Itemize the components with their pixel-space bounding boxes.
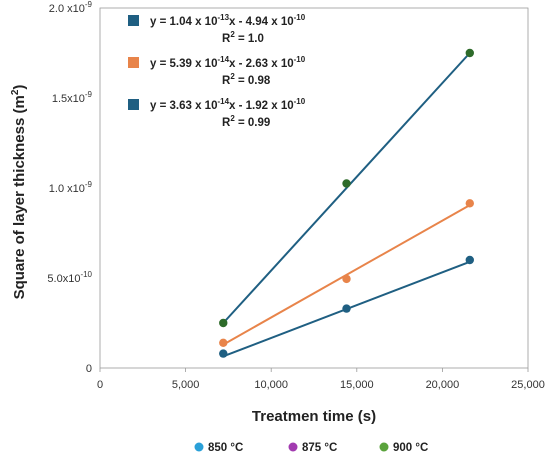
- equation-marker: [128, 15, 139, 26]
- equation-marker: [128, 57, 139, 68]
- trend-line: [222, 52, 471, 324]
- data-point: [219, 318, 228, 328]
- x-tick-label: 10,000: [254, 379, 288, 391]
- data-points: [219, 48, 474, 358]
- trend-equation: y = 3.63 x 10-14x - 1.92 x 10-10: [150, 97, 306, 112]
- x-tick-label: 20,000: [426, 379, 460, 391]
- y-tick-label: 1.5x10-9: [52, 90, 93, 105]
- x-tick-label: 15,000: [340, 379, 374, 391]
- y-tick-label: 1.0 x10-9: [49, 180, 93, 195]
- y-axis-ticks: 0 5.0x10-10 1.0 x10-9 1.5x10-9 2.0 x10-9: [47, 0, 92, 375]
- data-point: [342, 179, 351, 188]
- data-point: [342, 274, 351, 284]
- r-squared-label: R2 = 0.98: [222, 72, 271, 87]
- x-tick-label: 0: [97, 379, 103, 391]
- data-point: [465, 199, 474, 208]
- trend-equation: y = 1.04 x 10-13x - 4.94 x 10-10: [150, 13, 306, 28]
- plot-border: [99, 7, 529, 369]
- y-axis-title: Square of layer thickness (m2): [10, 85, 28, 300]
- equation-marker: [128, 99, 139, 110]
- x-axis-title: Treatmen time (s): [252, 408, 376, 425]
- x-tick-label: 5,000: [172, 379, 200, 391]
- legend-label: 875 °C: [302, 442, 337, 454]
- data-point: [465, 48, 474, 58]
- legend: 850 °C 875 °C 900 °C: [194, 442, 428, 454]
- data-point: [219, 349, 228, 358]
- y-tick-label: 5.0x10-10: [47, 270, 92, 285]
- legend-label: 850 °C: [208, 442, 243, 454]
- r-squared-label: R2 = 1.0: [222, 30, 264, 45]
- data-point: [465, 255, 474, 265]
- y-tick-label: 0: [86, 363, 92, 375]
- equation-box: y = 1.04 x 10-13x - 4.94 x 10-10 R2 = 1.0…: [128, 13, 306, 129]
- x-axis-ticks: 0 5,000 10,000 15,000 20,000 25,000: [97, 368, 545, 391]
- legend-marker: [288, 442, 298, 452]
- y-tick-label: 2.0 x10-9: [49, 0, 93, 15]
- legend-marker: [194, 442, 204, 452]
- trend-equation: y = 5.39 x 10-14x - 2.63 x 10-10: [150, 55, 306, 70]
- r-squared-label: R2 = 0.99: [222, 114, 270, 129]
- legend-marker: [379, 442, 389, 452]
- data-point: [342, 304, 351, 313]
- legend-label: 900 °C: [393, 442, 428, 454]
- data-point: [219, 338, 228, 347]
- x-tick-label: 25,000: [511, 379, 545, 391]
